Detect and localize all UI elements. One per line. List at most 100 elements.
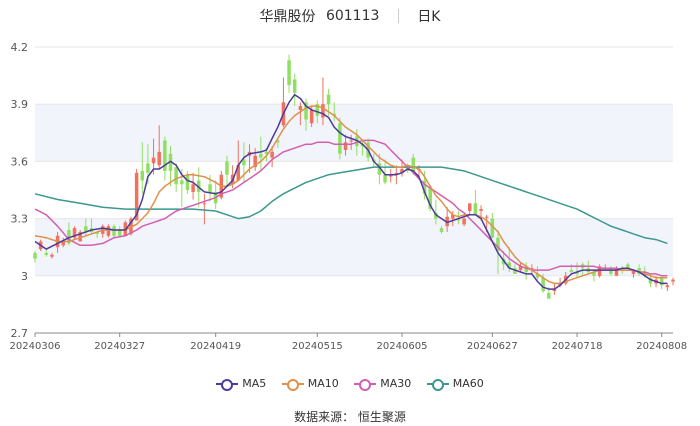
candle — [428, 188, 432, 211]
candle-body — [78, 231, 82, 242]
candle-body — [530, 268, 534, 271]
candle — [439, 226, 444, 234]
candle-body — [349, 140, 353, 142]
candle — [535, 266, 540, 280]
legend-item-ma5[interactable]: MA5 — [216, 377, 267, 391]
legend-label-ma5: MA5 — [242, 377, 267, 390]
y-tick-3.3: 3.3 — [11, 213, 29, 226]
y-tick-4.2: 4.2 — [11, 41, 29, 54]
candle-body — [168, 153, 173, 171]
ma30-marker — [354, 378, 377, 391]
candle — [456, 210, 461, 225]
stock-name: 华鼎股份 — [259, 9, 316, 25]
candlestick-chart: 2.7 3 3.3 3.6 3.9 4.2 20240306 20240327 2024041… — [10, 41, 688, 352]
candle-body — [648, 277, 653, 284]
y-tick-3: 3 — [21, 270, 28, 283]
candle-body — [665, 285, 670, 288]
candle-body — [202, 203, 207, 205]
candle-body — [309, 109, 314, 124]
candle-body — [513, 268, 517, 274]
legend-label-ma10: MA10 — [307, 377, 339, 390]
candle-body — [575, 271, 579, 274]
candle — [467, 203, 472, 215]
y-tick-3.9: 3.9 — [11, 98, 29, 111]
candle-body — [236, 165, 241, 181]
legend-item-ma30[interactable]: MA30 — [354, 377, 411, 391]
candle — [304, 98, 308, 131]
candle-body — [400, 169, 404, 173]
legend-item-ma60[interactable]: MA60 — [426, 377, 484, 391]
candle — [140, 142, 145, 194]
candle — [61, 237, 65, 248]
candle-body — [592, 271, 596, 276]
stock-code: 601113 — [325, 8, 380, 24]
candle-body — [597, 266, 602, 276]
candle-body — [129, 218, 133, 234]
candle-body — [84, 226, 88, 232]
candle-body — [490, 218, 495, 238]
candle-body — [163, 140, 167, 171]
candle-body — [112, 226, 116, 236]
candle — [513, 264, 517, 274]
candle — [157, 125, 161, 170]
candle-body — [671, 279, 675, 282]
candle-body — [614, 268, 619, 276]
candle — [259, 136, 263, 171]
candle-body — [287, 60, 291, 86]
candle — [281, 77, 286, 128]
candle — [349, 134, 353, 150]
x-tick-20240808: 20240808 — [636, 341, 687, 352]
candle — [270, 146, 274, 168]
candle-body — [208, 184, 212, 192]
candle — [451, 210, 455, 227]
candle-body — [185, 174, 190, 190]
candle — [72, 226, 77, 240]
x-tick-20240605: 20240605 — [377, 341, 428, 352]
candle — [524, 262, 528, 280]
candle-body — [479, 209, 483, 211]
candle-body — [462, 218, 466, 225]
candle-body — [484, 216, 489, 218]
x-tick-20240306: 20240306 — [10, 341, 61, 352]
candle — [383, 159, 387, 185]
candle-body — [332, 113, 336, 116]
candle-body — [535, 273, 540, 278]
candle — [388, 169, 393, 183]
candle — [78, 230, 82, 242]
candle-body — [422, 180, 427, 194]
candle — [191, 172, 195, 200]
candle-body — [338, 123, 342, 154]
legend-label-ma60: MA60 — [452, 377, 484, 390]
candle-body — [439, 228, 444, 232]
x-tick-20240718: 20240718 — [552, 341, 603, 352]
candle-body — [507, 262, 512, 269]
candle-body — [547, 292, 551, 299]
candle-body — [151, 157, 156, 164]
candle-body — [292, 79, 297, 93]
candle — [338, 117, 342, 160]
candle-body — [609, 268, 613, 274]
candle-body — [552, 289, 557, 292]
candle-body — [383, 174, 387, 183]
candle — [112, 224, 116, 238]
candle — [631, 270, 636, 278]
candle-body — [95, 231, 99, 234]
candle — [518, 262, 523, 272]
candle — [377, 153, 382, 185]
candle — [292, 73, 297, 107]
candle — [665, 283, 670, 292]
ma60-marker — [426, 378, 449, 391]
candle-body — [445, 216, 449, 227]
candle-body — [569, 270, 574, 272]
candle — [332, 102, 336, 122]
candle-body — [106, 226, 111, 236]
legend-item-ma10[interactable]: MA10 — [281, 377, 339, 391]
candle-body — [67, 230, 71, 244]
series-line-ma30 — [34, 139, 668, 277]
candle-body — [428, 188, 432, 210]
candle — [84, 218, 88, 236]
data-source: 数据来源： 恒生聚源 — [294, 410, 406, 424]
series-line-ma5 — [34, 93, 668, 290]
candle — [174, 163, 178, 192]
candle-body — [304, 102, 308, 120]
